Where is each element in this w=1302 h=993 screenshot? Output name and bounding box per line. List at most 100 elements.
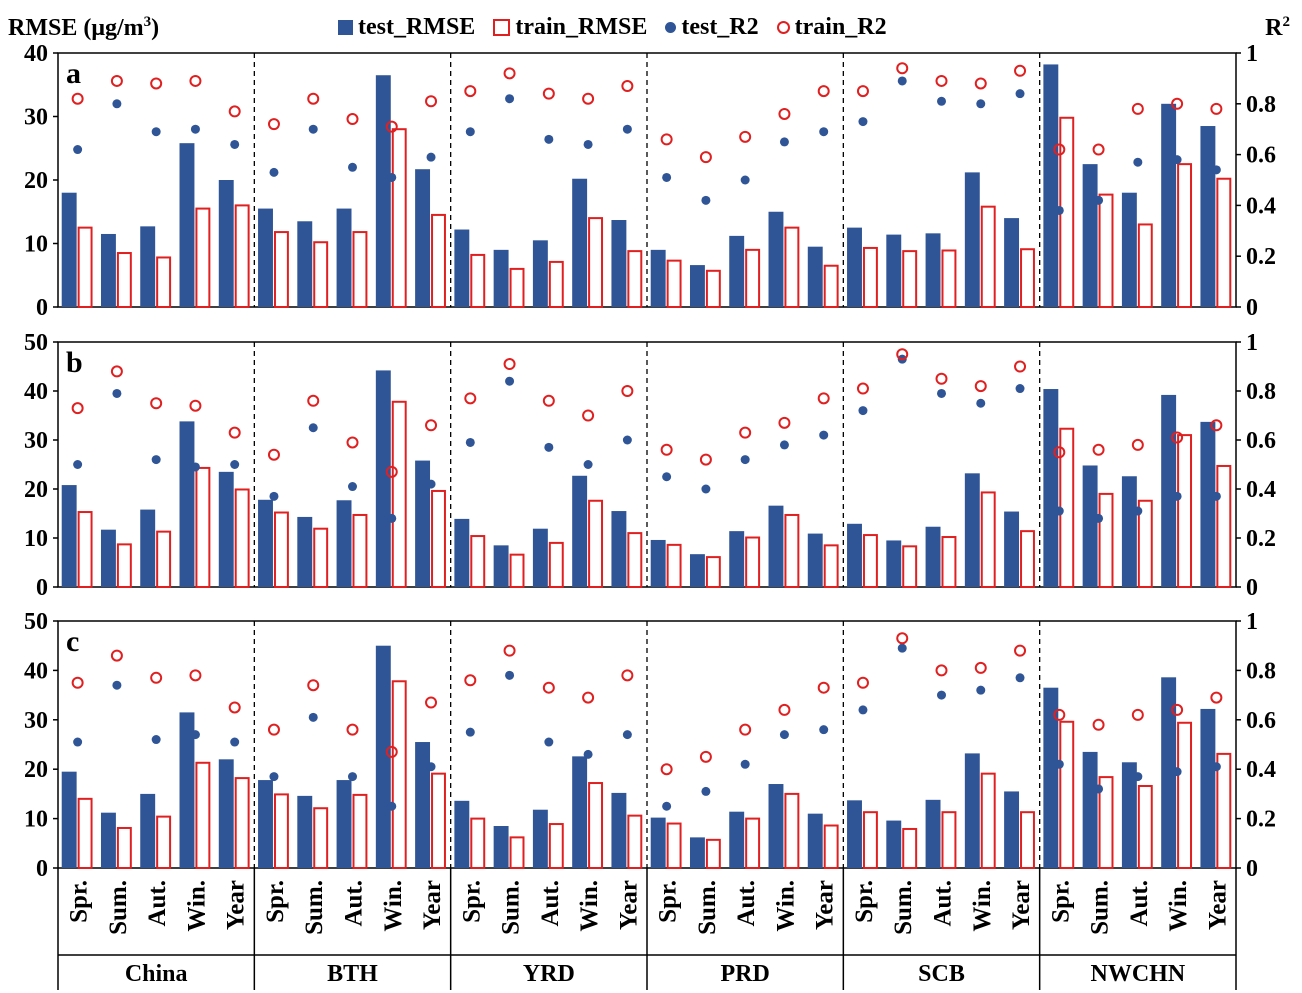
train-rmse-bar	[588, 217, 604, 309]
test-r2-point	[583, 139, 593, 149]
test-rmse-bar	[532, 809, 548, 868]
test-r2-point	[976, 99, 986, 109]
train-r2-point	[385, 745, 398, 758]
y-tick-label: 10	[24, 526, 48, 552]
test-r2-point	[1094, 195, 1104, 205]
test-r2-point	[937, 96, 946, 106]
category-label: Aut.	[341, 880, 368, 927]
category-label: Win.	[380, 880, 407, 932]
category-label: Sum.	[498, 880, 525, 935]
train-r2-point	[71, 92, 84, 105]
y-tick-label: 50	[24, 330, 48, 356]
legend-swatch-open-dot	[776, 21, 790, 34]
test-r2-point	[622, 730, 632, 740]
train-rmse-bar	[862, 811, 878, 869]
test-r2-point	[151, 127, 161, 137]
region-label: NWCHN	[1090, 961, 1185, 987]
test-rmse-bar	[1082, 465, 1098, 587]
train-r2-point	[739, 723, 752, 736]
test-r2-point	[505, 670, 515, 680]
train-r2-point	[699, 453, 712, 466]
train-rmse-bar	[391, 680, 407, 869]
y2-tick-label: 0.2	[1246, 807, 1276, 833]
category-label: Spr.	[66, 880, 93, 923]
train-r2-point	[974, 661, 987, 674]
test-rmse-bar	[375, 75, 391, 307]
train-rmse-bar	[156, 256, 172, 308]
test-rmse-bar	[258, 208, 273, 307]
test-rmse-bar	[729, 235, 745, 307]
y-tick-label: 20	[24, 477, 48, 503]
train-rmse-bar	[1020, 811, 1035, 869]
train-rmse-bar	[548, 823, 564, 869]
test-rmse-bar	[258, 780, 273, 868]
train-rmse-bar	[1020, 530, 1035, 589]
test-rmse-bar	[729, 531, 745, 587]
y-tick-label: 20	[24, 168, 48, 194]
train-r2-point	[110, 74, 123, 87]
train-r2-point	[1131, 438, 1144, 451]
test-r2-point	[387, 513, 397, 523]
test-rmse-bar	[572, 178, 588, 307]
train-rmse-bar	[941, 249, 957, 308]
train-rmse-bar	[1137, 784, 1153, 869]
train-r2-point	[307, 679, 320, 692]
test-rmse-bar	[807, 813, 823, 868]
train-rmse-bar	[1098, 492, 1114, 588]
train-r2-point	[974, 380, 987, 393]
category-label: Spr.	[1047, 880, 1074, 923]
train-rmse-bar	[1137, 223, 1153, 308]
train-r2-point	[1053, 446, 1066, 459]
train-rmse-bar	[1137, 499, 1153, 589]
test-r2-point	[73, 737, 83, 747]
train-rmse-bar	[391, 128, 407, 308]
test-r2-point	[465, 127, 475, 137]
legend-item-test-rmse: test_RMSE	[338, 14, 475, 41]
test-r2-point	[819, 430, 829, 440]
train-rmse-bar	[431, 489, 446, 588]
train-r2-point	[1053, 708, 1066, 721]
train-rmse-bar	[352, 793, 368, 869]
train-r2-point	[660, 763, 673, 776]
train-r2-point	[817, 392, 830, 405]
train-rmse-bar	[77, 797, 93, 870]
test-r2-point	[112, 388, 122, 398]
train-rmse-bar	[745, 536, 761, 589]
test-r2-point	[740, 759, 750, 769]
train-rmse-bar	[823, 824, 839, 869]
y-tick-label: 40	[24, 379, 48, 405]
test-rmse-bar	[925, 526, 941, 587]
test-rmse-bar	[336, 780, 352, 868]
train-rmse-bar	[705, 269, 721, 308]
category-label: Sum.	[1087, 880, 1114, 935]
y-left-axis-title: RMSE (μg/m3)	[8, 14, 160, 41]
train-rmse-bar	[548, 541, 564, 589]
test-rmse-bar	[886, 234, 902, 307]
y2-tick-label: 0.8	[1246, 379, 1276, 405]
y2-tick-label: 0.2	[1246, 526, 1276, 552]
category-label: Aut.	[537, 880, 564, 927]
test-r2-point	[622, 435, 632, 445]
train-r2-point	[1014, 644, 1027, 657]
train-r2-point	[621, 669, 634, 682]
legend-swatch-solid-dot	[665, 22, 677, 33]
test-rmse-bar	[532, 240, 548, 307]
test-r2-point	[544, 134, 554, 144]
test-rmse-bar	[964, 172, 980, 307]
test-rmse-bar	[768, 211, 784, 307]
y2-tick-label: 0.8	[1246, 92, 1276, 118]
test-r2-point	[387, 172, 397, 182]
train-rmse-bar	[941, 811, 957, 869]
train-rmse-bar	[313, 527, 329, 589]
legend-label: train_RMSE	[515, 14, 648, 40]
train-r2-point	[778, 416, 791, 429]
train-r2-point	[71, 676, 84, 689]
test-rmse-bar	[61, 485, 77, 587]
test-r2-point	[269, 772, 279, 782]
test-r2-point	[622, 124, 632, 134]
train-rmse-bar	[784, 226, 800, 308]
y-tick-label: 30	[24, 428, 48, 454]
train-r2-point	[189, 669, 202, 682]
train-rmse-bar	[823, 264, 839, 309]
train-r2-point	[699, 151, 712, 164]
